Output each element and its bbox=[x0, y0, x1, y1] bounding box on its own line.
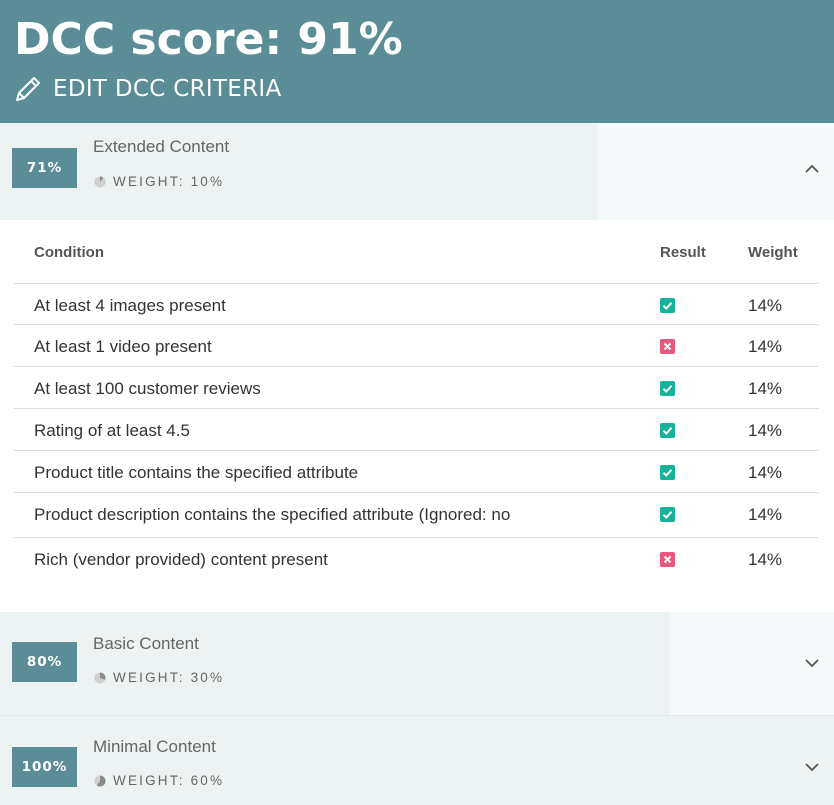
check-icon bbox=[660, 507, 675, 522]
section-weight: WEIGHT: 30% bbox=[94, 670, 224, 685]
table-row: At least 100 customer reviews 14% bbox=[14, 366, 819, 408]
condition-weight: 14% bbox=[748, 463, 783, 482]
condition-weight: 14% bbox=[748, 379, 783, 398]
column-header-weight: Weight bbox=[748, 244, 798, 261]
cross-icon bbox=[660, 339, 675, 354]
table-row: Product description contains the specifi… bbox=[14, 492, 819, 537]
condition-weight: 14% bbox=[748, 505, 783, 524]
column-header-result: Result bbox=[660, 244, 706, 261]
section-title: Minimal Content bbox=[93, 737, 216, 756]
section-header-bg-right bbox=[598, 123, 834, 220]
table-row: Product title contains the specified att… bbox=[14, 450, 819, 492]
chevron-down-icon[interactable] bbox=[804, 761, 820, 773]
score-header: DCC score: 91% EDIT DCC CRITERIA bbox=[0, 0, 834, 123]
section-title: Basic Content bbox=[93, 634, 199, 653]
section-weight-label: WEIGHT: 30% bbox=[113, 670, 225, 685]
weight-pie-icon bbox=[94, 176, 106, 187]
check-icon bbox=[660, 381, 675, 396]
section-header-bg bbox=[0, 715, 834, 805]
condition-text: At least 100 customer reviews bbox=[34, 379, 261, 398]
table-row: Rich (vendor provided) content present 14… bbox=[14, 537, 819, 582]
section-extended-content[interactable]: 71% Extended Content WEIGHT: 10% bbox=[0, 123, 834, 220]
condition-text: Product title contains the specified att… bbox=[34, 463, 359, 482]
conditions-table: Condition Result Weight At least 4 image… bbox=[0, 220, 834, 612]
section-weight: WEIGHT: 10% bbox=[94, 174, 224, 189]
edit-dcc-criteria-label: EDIT DCC CRITERIA bbox=[53, 76, 282, 102]
condition-text: At least 4 images present bbox=[34, 296, 226, 315]
section-score-badge: 100% bbox=[12, 747, 77, 787]
condition-text: Product description contains the specifi… bbox=[34, 505, 511, 524]
table-row: At least 1 video present 14% bbox=[14, 324, 819, 366]
column-header-condition: Condition bbox=[34, 244, 104, 261]
section-minimal-content[interactable]: 100% Minimal Content WEIGHT: 60% bbox=[0, 715, 834, 805]
section-header-bg-right bbox=[670, 612, 834, 715]
chevron-down-icon[interactable] bbox=[804, 657, 820, 669]
section-weight-label: WEIGHT: 10% bbox=[113, 174, 225, 189]
weight-pie-icon bbox=[94, 775, 106, 786]
dcc-score-title: DCC score: 91% bbox=[14, 14, 403, 65]
section-basic-content[interactable]: 80% Basic Content WEIGHT: 30% bbox=[0, 612, 834, 715]
section-title: Extended Content bbox=[93, 137, 230, 156]
condition-text: At least 1 video present bbox=[34, 337, 212, 356]
section-weight-label: WEIGHT: 60% bbox=[113, 773, 225, 788]
section-header-bg bbox=[0, 123, 598, 220]
condition-weight: 14% bbox=[748, 337, 783, 356]
check-icon bbox=[660, 423, 675, 438]
pencil-icon bbox=[16, 77, 40, 101]
condition-text: Rating of at least 4.5 bbox=[34, 421, 190, 440]
table-row: Rating of at least 4.5 14% bbox=[14, 408, 819, 450]
section-score-badge: 71% bbox=[12, 148, 77, 188]
check-icon bbox=[660, 465, 675, 480]
weight-pie-icon bbox=[94, 672, 106, 683]
section-header-bg bbox=[0, 612, 670, 715]
table-row: At least 4 images present 14% bbox=[14, 283, 819, 324]
cross-icon bbox=[660, 552, 675, 567]
condition-weight: 14% bbox=[748, 296, 783, 315]
section-score-badge: 80% bbox=[12, 642, 77, 682]
section-weight: WEIGHT: 60% bbox=[94, 773, 224, 788]
chevron-up-icon[interactable] bbox=[804, 163, 820, 175]
check-icon bbox=[660, 298, 675, 313]
edit-dcc-criteria-link[interactable]: EDIT DCC CRITERIA bbox=[12, 72, 282, 106]
condition-weight: 14% bbox=[748, 550, 783, 569]
condition-weight: 14% bbox=[748, 421, 783, 440]
condition-text: Rich (vendor provided) content present bbox=[34, 550, 328, 569]
